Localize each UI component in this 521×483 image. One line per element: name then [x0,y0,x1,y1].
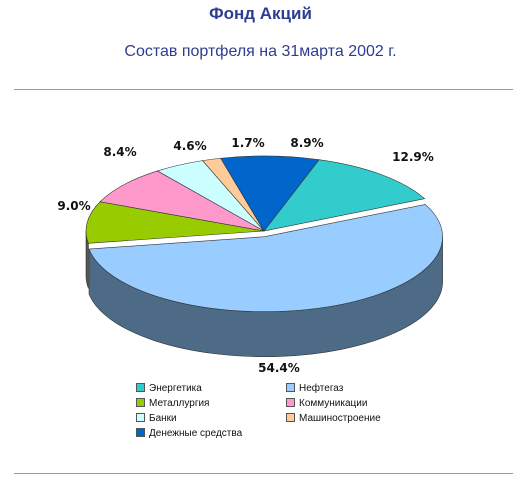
chart-title: Фонд Акций [209,4,312,23]
slice-3-top [85,201,265,244]
chart-subtitle: Состав портфеля на 31марта 2002 г. [124,43,397,60]
legend-label: Нефтегаз [299,383,344,394]
legend-label: Энергетика [149,383,202,394]
legend-item-4: Коммуникации [286,397,367,411]
bottom-divider [14,473,513,474]
slice-5-data-label: 4.6% [173,139,206,153]
legend-item-5: Банки [136,412,177,426]
legend-swatch [286,397,295,407]
legend-label: Коммуникации [299,398,368,409]
slice-7-top [220,155,320,232]
slice-6-data-label: 1.7% [231,136,264,150]
legend-label: Банки [149,413,177,424]
legend-item-3: Металлургия [136,397,209,411]
legend-swatch [286,382,295,392]
slice-1-top [263,159,426,232]
legend-label: Машиностроение [299,413,381,424]
legend-item-2: Нефтегаз [286,382,343,396]
legend-swatch [286,412,295,422]
legend-swatch [136,412,145,422]
legend-item-7: Денежные средства [136,427,242,441]
legend-swatch [136,427,145,437]
legend-item-6: Машиностроение [286,412,381,426]
chart-legend: Энергетика Нефтегаз Металлургия Коммуникаци… [136,382,436,444]
slice-3-data-label: 9.0% [57,199,90,213]
slice-2-data-label: 54.4% [258,361,300,375]
slice-1-data-label: 12.9% [392,150,434,164]
top-divider [14,89,513,90]
slice-4-data-label: 8.4% [103,145,136,159]
legend-item-1: Энергетика [136,382,202,396]
legend-label: Металлургия [149,398,210,409]
legend-swatch [136,397,145,407]
slice-7-data-label: 8.9% [290,136,323,150]
legend-swatch [136,382,145,392]
legend-label: Денежные средства [149,428,243,439]
slice-2-top [88,204,443,312]
slice-4-top [99,170,265,232]
